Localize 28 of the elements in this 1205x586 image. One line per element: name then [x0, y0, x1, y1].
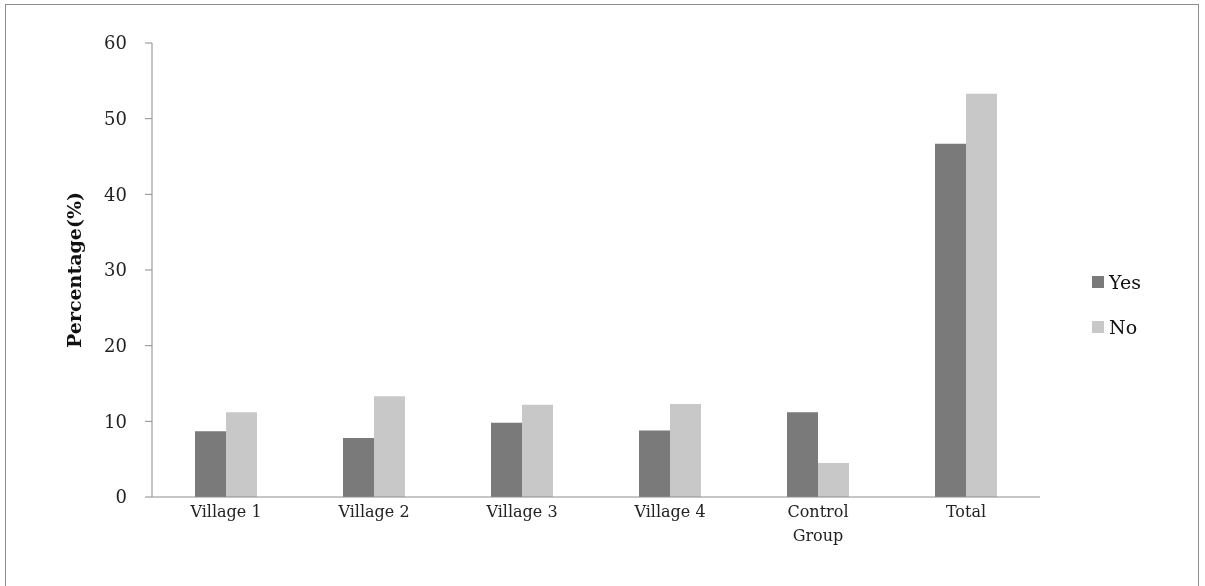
bar: [966, 93, 997, 497]
bar: [818, 462, 849, 497]
bar: [787, 412, 818, 497]
bar: [522, 404, 553, 497]
legend-label: No: [1109, 315, 1138, 338]
bar: [639, 430, 670, 497]
y-tick-label: 30: [104, 259, 127, 281]
y-axis-title: Percentage(%): [63, 192, 85, 348]
x-tick-label: Village 1: [189, 502, 262, 521]
y-tick-label: 0: [115, 486, 127, 508]
bar: [226, 412, 257, 497]
y-tick-label: 50: [104, 108, 127, 130]
x-tick-label: Village 4: [633, 502, 706, 521]
bar: [343, 437, 374, 497]
bar: [935, 143, 966, 497]
x-tick-label: Village 3: [485, 502, 558, 521]
bar: [195, 431, 226, 497]
x-tick-label: Total: [945, 502, 987, 521]
legend-label: Yes: [1109, 270, 1141, 293]
y-tick-label: 60: [104, 32, 127, 54]
bar: [491, 422, 522, 497]
y-tick-label: 20: [104, 335, 127, 357]
y-tick-label: 10: [104, 410, 127, 432]
y-tick-label: 40: [104, 183, 127, 205]
bar: [374, 396, 405, 497]
x-tick-label: Village 2: [337, 502, 410, 521]
x-tick-label: Control Group: [787, 502, 849, 545]
bar: [670, 403, 701, 497]
